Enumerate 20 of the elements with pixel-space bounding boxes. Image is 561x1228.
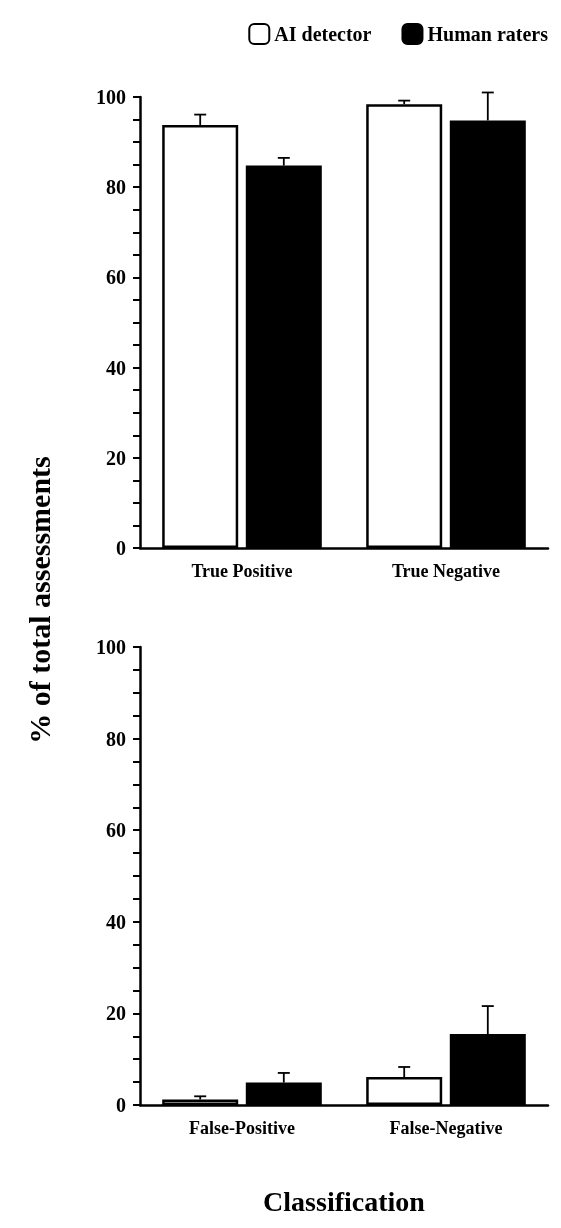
x-tick-label: True Negative <box>391 561 501 581</box>
y-tick-label: 100 <box>96 636 126 658</box>
legend-label: AI detector <box>274 23 372 45</box>
y-tick-label: 0 <box>116 1094 126 1116</box>
x-axis-title: Classification <box>263 1185 426 1217</box>
x-tick-label: False-Negative <box>389 1118 503 1138</box>
y-axis-title: % of total assessments <box>23 456 57 744</box>
y-tick-label: 100 <box>96 86 126 108</box>
y-tick-label: 20 <box>106 446 126 469</box>
y-tick-label: 0 <box>116 537 126 559</box>
y-tick-label: 20 <box>106 1002 126 1025</box>
y-tick-label: 40 <box>106 356 126 379</box>
y-tick-label: 60 <box>106 819 126 842</box>
x-tick-label: True Positive <box>191 561 293 581</box>
x-tick-label: False-Positive <box>189 1118 295 1138</box>
y-tick-label: 40 <box>106 910 126 933</box>
y-tick-label: 60 <box>106 266 126 289</box>
legend-label: Human raters <box>427 23 549 45</box>
y-tick-label: 80 <box>106 176 126 199</box>
y-tick-label: 80 <box>106 727 126 750</box>
